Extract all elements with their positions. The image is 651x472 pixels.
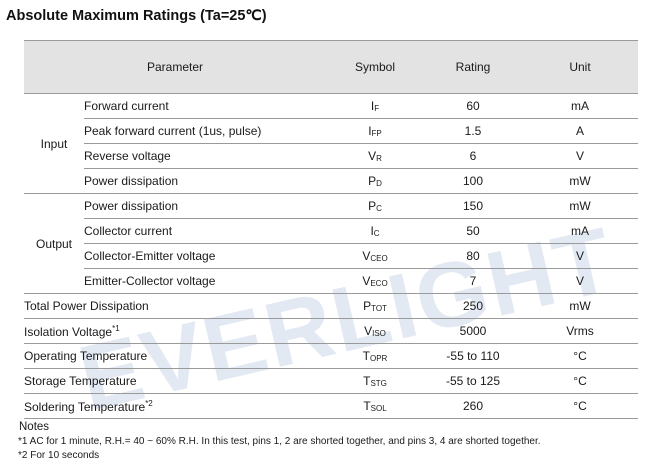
symbol-cell: VECO <box>326 268 424 294</box>
table-row: Storage Temperature TSTG -55 to 125 °C <box>24 368 638 394</box>
header-unit: Unit <box>522 40 638 94</box>
ratings-table: Parameter Symbol Rating Unit Input Forwa… <box>24 40 638 419</box>
footnote-marker: *1 <box>112 323 120 333</box>
param-cell: Operating Temperature <box>24 343 326 369</box>
rating-cell: -55 to 125 <box>424 368 522 394</box>
table-row: Output Power dissipation PC 150 mW <box>24 193 638 294</box>
group-label-input: Input <box>24 93 84 194</box>
unit-cell: mA <box>522 93 638 119</box>
table-row: Isolation Voltage*1 VISO 5000 Vrms <box>24 318 638 344</box>
symbol-cell: IF <box>326 93 424 119</box>
rating-cell: 100 <box>424 168 522 194</box>
table-row: Peak forward current (1us, pulse) IFP 1.… <box>24 118 638 144</box>
table-row: Collector current IC 50 mA <box>24 218 638 244</box>
rating-cell: 250 <box>424 293 522 319</box>
unit-cell: °C <box>522 343 638 369</box>
param-cell: Total Power Dissipation <box>24 293 326 319</box>
group-label-output: Output <box>24 193 84 294</box>
param-cell: Collector-Emitter voltage <box>84 243 326 269</box>
rating-cell: 60 <box>424 93 522 119</box>
unit-cell: V <box>522 143 638 169</box>
header-parameter: Parameter <box>24 40 326 94</box>
table-row: Collector-Emitter voltage VCEO 80 V <box>24 243 638 269</box>
rating-cell: 150 <box>424 193 522 219</box>
unit-cell: V <box>522 243 638 269</box>
header-symbol: Symbol <box>326 40 424 94</box>
symbol-cell: VR <box>326 143 424 169</box>
note-2: *2 For 10 seconds <box>18 450 100 461</box>
table-row: Emitter-Collector voltage VECO 7 V <box>24 268 638 294</box>
rating-cell: 5000 <box>424 318 522 344</box>
symbol-cell: PTOT <box>326 293 424 319</box>
header-rating: Rating <box>424 40 522 94</box>
footnote-marker: *2 <box>145 398 153 408</box>
symbol-cell: VCEO <box>326 243 424 269</box>
param-cell: Power dissipation <box>84 168 326 194</box>
table-row: Input Forward current IF 60 mA <box>24 93 638 194</box>
table-header-row: Parameter Symbol Rating Unit <box>24 40 638 94</box>
unit-cell: °C <box>522 368 638 394</box>
table-row: Operating Temperature TOPR -55 to 110 °C <box>24 343 638 369</box>
table-row: Reverse voltage VR 6 V <box>24 143 638 169</box>
param-cell: Collector current <box>84 218 326 244</box>
unit-cell: mW <box>522 293 638 319</box>
table-row: Total Power Dissipation PTOT 250 mW <box>24 293 638 319</box>
symbol-cell: PC <box>326 193 424 219</box>
symbol-cell: VISO <box>326 318 424 344</box>
rating-cell: 1.5 <box>424 118 522 144</box>
rating-cell: 6 <box>424 143 522 169</box>
param-cell: Reverse voltage <box>84 143 326 169</box>
unit-cell: mA <box>522 218 638 244</box>
unit-cell: Vrms <box>522 318 638 344</box>
note-1: *1 AC for 1 minute, R.H.= 40 ~ 60% R.H. … <box>18 436 541 447</box>
symbol-cell: TSTG <box>326 368 424 394</box>
symbol-cell: PD <box>326 168 424 194</box>
symbol-cell: IC <box>326 218 424 244</box>
unit-cell: A <box>522 118 638 144</box>
rating-cell: -55 to 110 <box>424 343 522 369</box>
rating-cell: 260 <box>424 393 522 419</box>
param-cell: Emitter-Collector voltage <box>84 268 326 294</box>
unit-cell: mW <box>522 168 638 194</box>
symbol-cell: IFP <box>326 118 424 144</box>
unit-cell: mW <box>522 193 638 219</box>
table-row: Soldering Temperature*2 TSOL 260 °C <box>24 393 638 419</box>
param-cell: Isolation Voltage*1 <box>24 318 326 344</box>
rating-cell: 7 <box>424 268 522 294</box>
rating-cell: 50 <box>424 218 522 244</box>
symbol-cell: TSOL <box>326 393 424 419</box>
table-row: Power dissipation PD 100 mW <box>24 168 638 194</box>
page-title: Absolute Maximum Ratings (Ta=25℃) <box>6 8 267 24</box>
rating-cell: 80 <box>424 243 522 269</box>
param-cell: Forward current <box>84 93 326 119</box>
param-cell: Storage Temperature <box>24 368 326 394</box>
param-cell: Peak forward current (1us, pulse) <box>84 118 326 144</box>
unit-cell: °C <box>522 393 638 419</box>
notes-heading: Notes <box>19 421 50 433</box>
param-cell: Soldering Temperature*2 <box>24 393 326 419</box>
unit-cell: V <box>522 268 638 294</box>
symbol-cell: TOPR <box>326 343 424 369</box>
param-cell: Power dissipation <box>84 193 326 219</box>
